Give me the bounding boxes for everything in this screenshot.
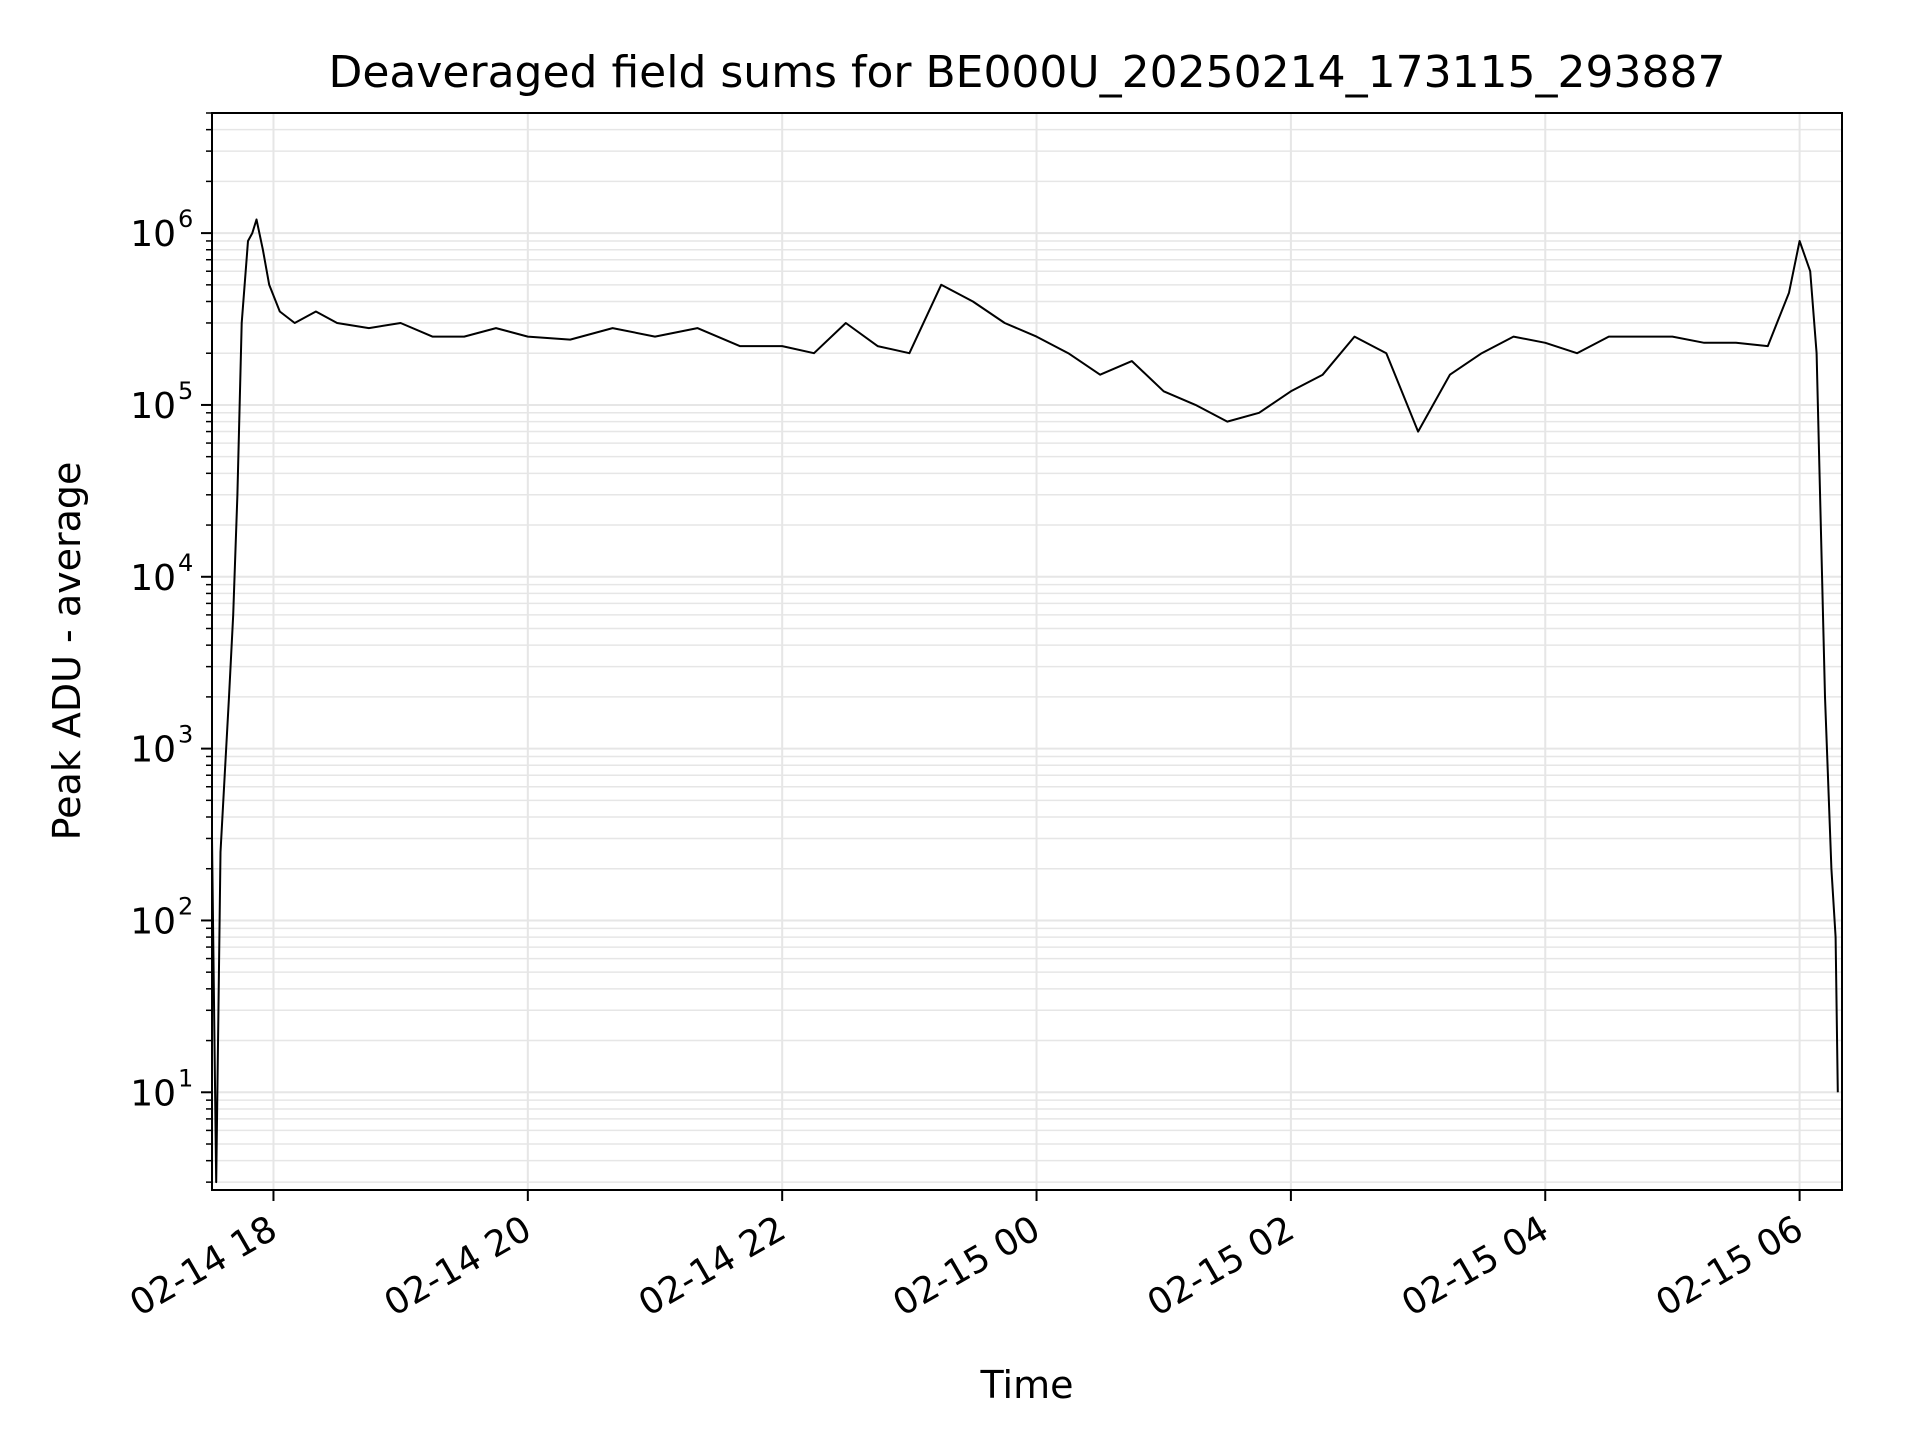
- y-tick-label: 10: [130, 730, 176, 771]
- y-tick-exponent: 4: [178, 549, 193, 577]
- grid: [212, 112, 1842, 1190]
- y-tick-exponent: 3: [178, 721, 193, 749]
- y-tick-label: 10: [130, 901, 176, 942]
- series-layer: [212, 218, 1839, 1184]
- y-tick-exponent: 5: [178, 377, 193, 405]
- chart-title: Deaveraged field sums for BE000U_2025021…: [328, 47, 1725, 98]
- series-line: [212, 218, 1839, 1184]
- y-tick-label: 10: [130, 214, 176, 255]
- y-tick-label: 10: [130, 558, 176, 599]
- y-tick-exponent: 2: [178, 892, 193, 920]
- plot-frame: [211, 112, 1843, 1191]
- y-axis-label: Peak ADU - average: [45, 462, 89, 841]
- y-tick-exponent: 6: [178, 205, 193, 233]
- y-tick-label: 10: [130, 1073, 176, 1114]
- y-tick-label: 10: [130, 386, 176, 427]
- x-axis-label: Time: [980, 1363, 1074, 1407]
- y-tick-exponent: 1: [178, 1064, 193, 1092]
